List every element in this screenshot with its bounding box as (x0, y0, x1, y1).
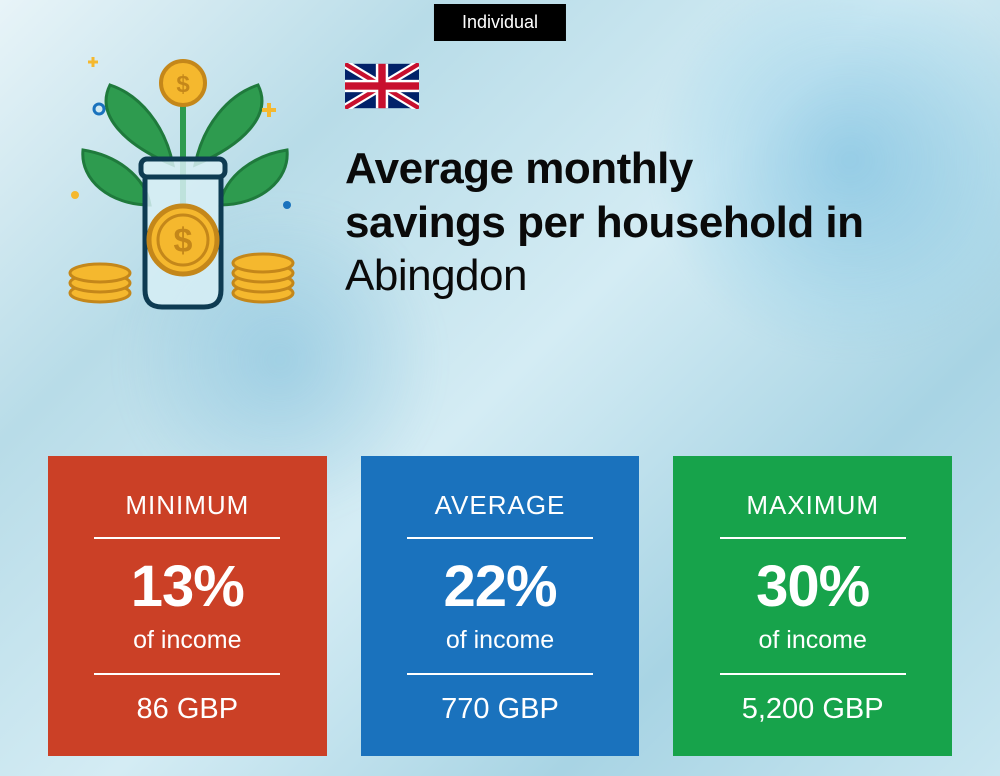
divider (94, 673, 280, 675)
card-amount: 5,200 GBP (742, 693, 884, 726)
card-percentage: 22% (443, 553, 556, 620)
divider (407, 673, 593, 675)
svg-text:$: $ (176, 71, 190, 98)
savings-jar-illustration: $ $ (55, 55, 305, 315)
title-line-1: Average monthly (345, 144, 693, 193)
divider (720, 673, 906, 675)
uk-flag-icon (345, 63, 419, 109)
card-amount: 86 GBP (137, 693, 239, 726)
title-place: Abingdon (345, 251, 527, 300)
hero-section: $ $ Averag (55, 55, 945, 315)
divider (720, 537, 906, 539)
card-subtext: of income (758, 626, 866, 655)
page-title: Average monthly savings per household in… (345, 142, 945, 303)
card-label: MAXIMUM (746, 490, 879, 521)
card-subtext: of income (133, 626, 241, 655)
title-block: Average monthly savings per household in… (345, 55, 945, 303)
title-line-2: savings per household in (345, 198, 864, 247)
svg-text:$: $ (174, 222, 193, 260)
category-tag: Individual (434, 4, 566, 41)
divider (94, 537, 280, 539)
divider (407, 537, 593, 539)
card-percentage: 30% (756, 553, 869, 620)
stat-card-minimum: MINIMUM 13% of income 86 GBP (48, 456, 327, 756)
card-subtext: of income (446, 626, 554, 655)
stat-card-maximum: MAXIMUM 30% of income 5,200 GBP (673, 456, 952, 756)
card-label: AVERAGE (435, 490, 566, 521)
card-amount: 770 GBP (441, 693, 559, 726)
stat-card-average: AVERAGE 22% of income 770 GBP (361, 456, 640, 756)
stat-cards-row: MINIMUM 13% of income 86 GBP AVERAGE 22%… (48, 456, 952, 756)
card-percentage: 13% (131, 553, 244, 620)
card-label: MINIMUM (125, 490, 249, 521)
